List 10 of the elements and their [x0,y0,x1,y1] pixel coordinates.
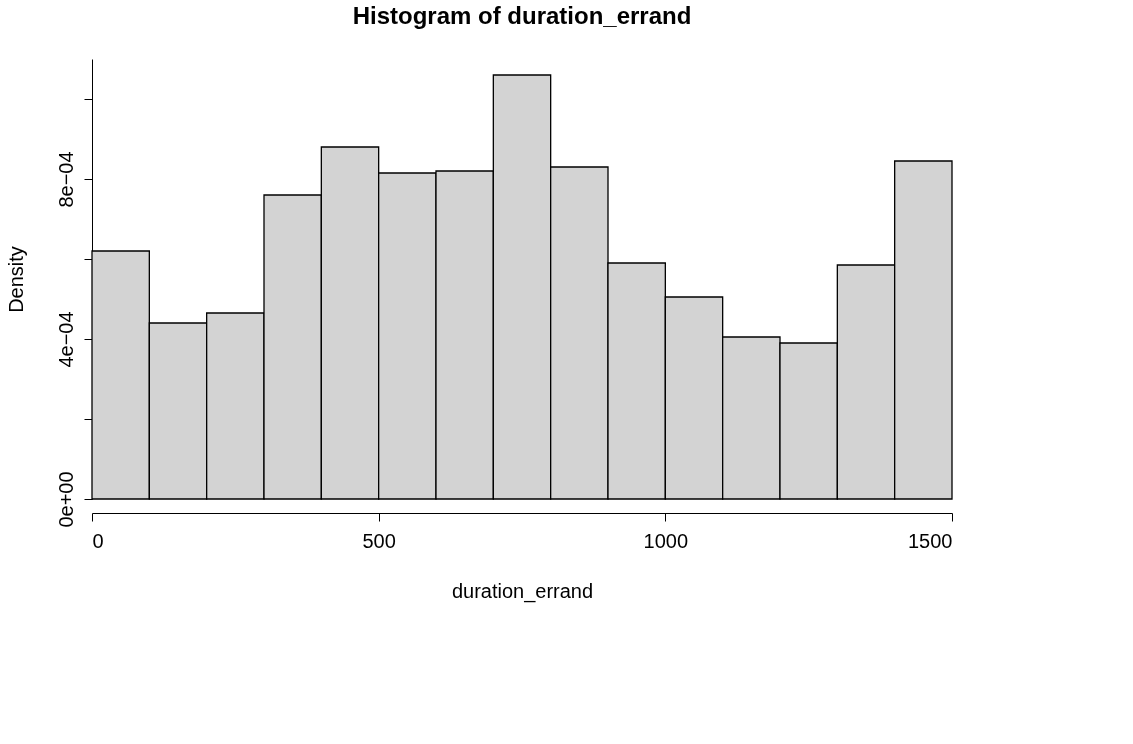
y-tick-label: 4e−04 [54,311,77,368]
y-tick-label: 0e+00 [54,471,77,528]
x-axis-title: duration_errand [451,579,594,603]
x-tick-label: 0 [92,529,104,552]
x-tick-label: 500 [362,529,396,552]
y-axis-title: Density [4,246,27,313]
y-tick-label: 8e−04 [54,151,77,208]
x-tick-label: 1500 [908,529,953,552]
chart-title: Histogram of duration_errand [352,2,692,29]
x-tick-label: 1000 [643,529,689,552]
